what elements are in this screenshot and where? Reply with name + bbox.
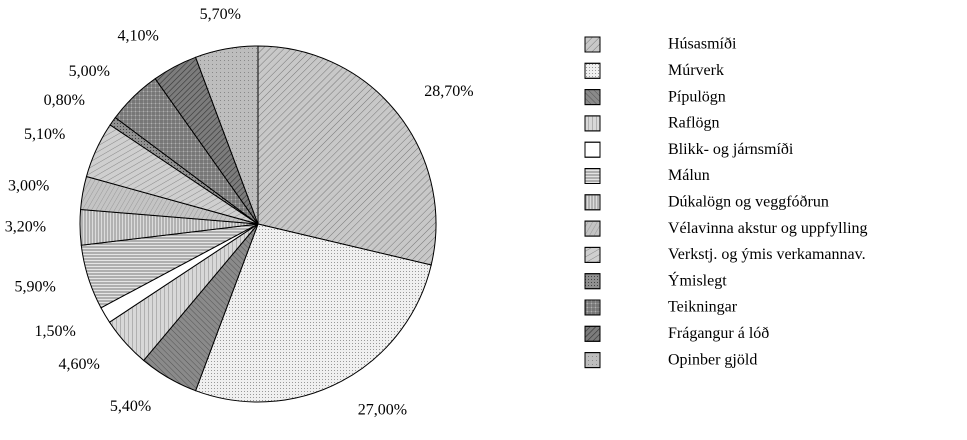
legend-label: Frágangur á lóð bbox=[668, 325, 769, 342]
legend-label: Teikningar bbox=[668, 299, 738, 316]
data-label: 5,70% bbox=[200, 6, 241, 23]
data-label: 28,70% bbox=[424, 83, 473, 100]
legend-swatch-pattern bbox=[584, 325, 601, 342]
slice-pattern bbox=[257, 45, 437, 266]
legend-swatch-pattern bbox=[584, 352, 601, 369]
legend-swatch-pattern bbox=[584, 246, 601, 263]
data-label: 0,80% bbox=[44, 92, 85, 109]
slice-pattern bbox=[194, 223, 432, 403]
legend-label: Málun bbox=[668, 167, 710, 184]
data-label: 3,20% bbox=[5, 219, 46, 236]
legend-swatch-pattern bbox=[584, 62, 601, 79]
legend-label: Múrverk bbox=[668, 62, 724, 79]
legend: Húsasmíði Múrverk Pípulögn Raflögn Blikk- og… bbox=[584, 36, 868, 369]
legend-swatch-pattern bbox=[584, 194, 601, 211]
legend-label: Raflögn bbox=[668, 115, 720, 132]
data-label: 5,90% bbox=[14, 278, 55, 295]
legend-label: Pípulögn bbox=[668, 88, 726, 105]
data-label: 1,50% bbox=[35, 323, 76, 340]
legend-swatch-pattern bbox=[584, 89, 601, 106]
data-label: 5,00% bbox=[69, 63, 110, 80]
legend-label: Vélavinna akstur og uppfylling bbox=[668, 220, 868, 237]
legend-label: Ýmislegt bbox=[668, 270, 727, 289]
legend-swatch-pattern bbox=[584, 36, 601, 53]
slice-pattern bbox=[194, 45, 259, 225]
legend-swatch-pattern bbox=[584, 220, 601, 237]
data-label: 3,00% bbox=[8, 178, 49, 195]
data-label: 4,10% bbox=[117, 27, 158, 44]
legend-label: Blikk- og járnsmíði bbox=[668, 141, 794, 158]
legend-swatch-pattern bbox=[584, 168, 601, 184]
legend-swatch-pattern bbox=[584, 273, 601, 290]
legend-swatch-pattern bbox=[584, 141, 601, 158]
legend-label: Verkstj. og ýmis verkamannav. bbox=[668, 246, 866, 263]
legend-swatch-pattern bbox=[584, 299, 601, 316]
data-label: 5,10% bbox=[24, 126, 65, 143]
data-label: 4,60% bbox=[59, 356, 100, 373]
legend-label: Dúkalögn og veggfóðrun bbox=[668, 193, 829, 210]
pie: 28,70% 27,00% 5,40% 4,60% 1,50% 5,90% 3,20% 3,0… bbox=[5, 6, 474, 419]
legend-swatch-pattern bbox=[584, 115, 601, 132]
data-label: 5,40% bbox=[110, 398, 151, 415]
data-label: 27,00% bbox=[358, 402, 407, 419]
legend-label: Opinber gjöld bbox=[668, 351, 757, 368]
legend-label: Húsasmíði bbox=[668, 36, 737, 53]
